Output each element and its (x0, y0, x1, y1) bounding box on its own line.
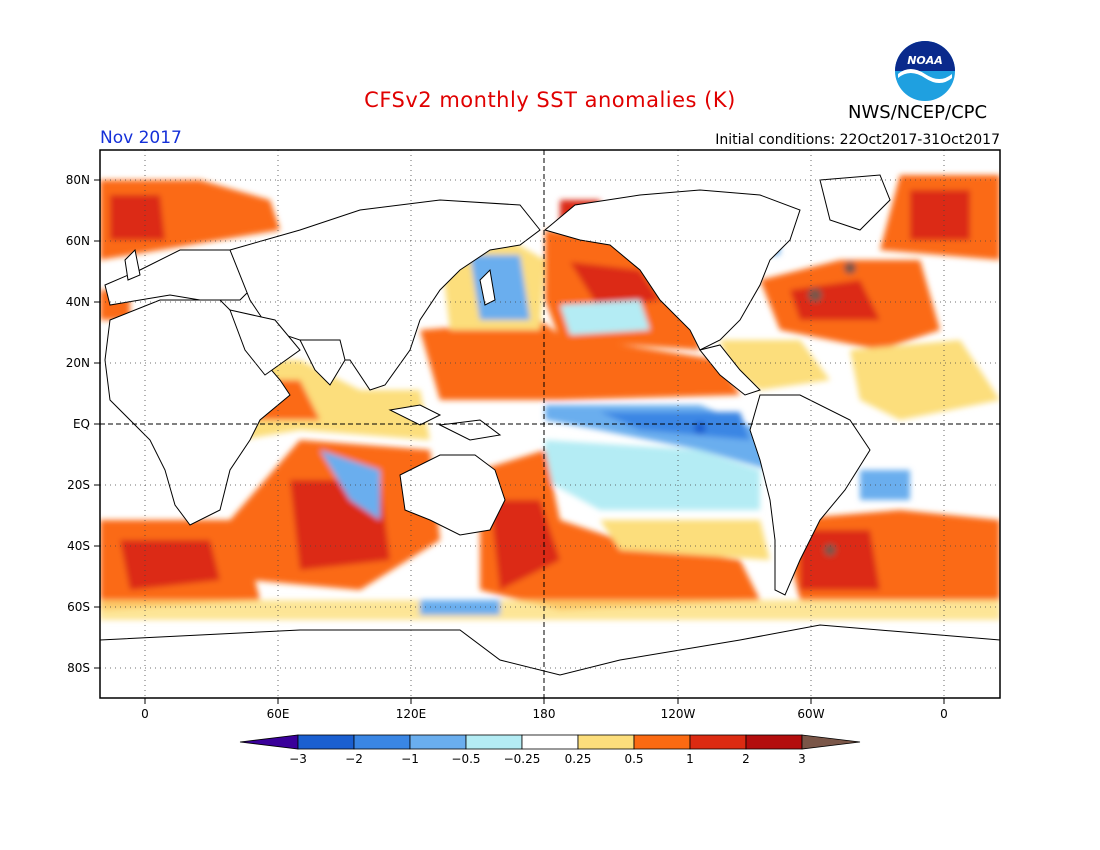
lat-label: 20N (66, 356, 90, 370)
sst-anomaly-field (100, 175, 1000, 620)
colorbar-swatch (521, 734, 579, 750)
longitude-labels: 0 60E 120E 180 120W 60W 0 (141, 707, 948, 721)
latitude-labels: 80N 60N 40N 20N EQ 20S 40S 60S 80S (66, 173, 90, 675)
lat-label: 60N (66, 234, 90, 248)
lat-label: 40N (66, 295, 90, 309)
colorbar-swatch (577, 734, 635, 750)
initial-conditions: Initial conditions: 22Oct2017-31Oct2017 (715, 132, 1000, 148)
gridlines (100, 150, 1000, 698)
lon-label: 120E (396, 707, 427, 721)
lon-label: 120W (661, 707, 696, 721)
colorbar-label: −1 (401, 752, 419, 766)
land-masses (100, 174, 1000, 698)
lon-label: 60E (267, 707, 290, 721)
colorbar-label: −0.5 (451, 752, 480, 766)
lat-label: 20S (67, 478, 90, 492)
colorbar-label: −0.25 (504, 752, 541, 766)
lon-label: 180 (533, 707, 556, 721)
colorbar-swatch (745, 734, 803, 750)
colorbar-swatch (353, 734, 411, 750)
colorbar-swatch (689, 734, 747, 750)
colorbar-label: −2 (345, 752, 363, 766)
colorbar: −3 −2 −1 −0.5 −0.25 0.25 0.5 1 2 3 (239, 734, 861, 766)
colorbar-swatch (297, 734, 355, 750)
tick-marks (94, 179, 945, 704)
colorbar-low-extension (239, 734, 299, 750)
agency-label: NWS/NCEP/CPC (848, 102, 988, 123)
colorbar-high-extension (801, 734, 861, 750)
forecast-month: Nov 2017 (100, 128, 182, 148)
lon-label: 0 (141, 707, 149, 721)
colorbar-label: 2 (742, 752, 750, 766)
lon-label: 60W (797, 707, 824, 721)
lat-label: 80N (66, 173, 90, 187)
lat-label: EQ (73, 417, 90, 431)
colorbar-swatch (465, 734, 523, 750)
colorbar-label: 3 (798, 752, 806, 766)
colorbar-label: 1 (686, 752, 694, 766)
lon-label: 0 (940, 707, 948, 721)
colorbar-label: 0.25 (565, 752, 592, 766)
figure-title: CFSv2 monthly SST anomalies (K) (364, 88, 736, 112)
colorbar-swatch (633, 734, 691, 750)
lat-label: 40S (67, 539, 90, 553)
svg-text:NOAA: NOAA (907, 54, 943, 67)
noaa-logo: NOAA (895, 41, 955, 101)
colorbar-label: −3 (289, 752, 307, 766)
lat-label: 80S (67, 661, 90, 675)
colorbar-swatch (409, 734, 467, 750)
colorbar-label: 0.5 (624, 752, 643, 766)
lat-label: 60S (67, 600, 90, 614)
